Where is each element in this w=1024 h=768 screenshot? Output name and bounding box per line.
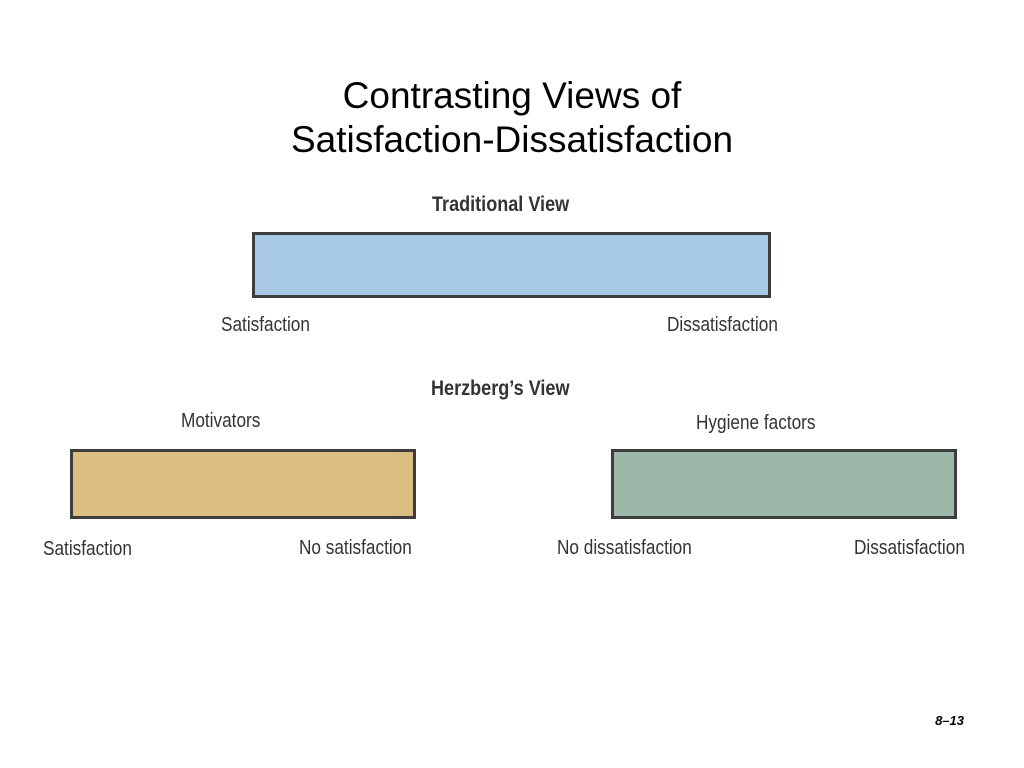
- motivators-no-satisfaction-label: No satisfaction: [299, 537, 412, 559]
- page-number: 8–13: [935, 713, 964, 728]
- motivators-satisfaction-label: Satisfaction: [43, 538, 132, 560]
- title-line-1: Contrasting Views of: [342, 75, 682, 116]
- traditional-view-heading: Traditional View: [432, 193, 570, 216]
- motivators-title: Motivators: [181, 410, 261, 432]
- hygiene-continuum-bar: [611, 449, 957, 519]
- motivators-continuum-bar: [70, 449, 416, 519]
- hygiene-no-dissatisfaction-label: No dissatisfaction: [557, 537, 692, 559]
- traditional-dissatisfaction-label: Dissatisfaction: [667, 314, 778, 336]
- herzberg-view-heading: Herzberg’s View: [431, 377, 570, 400]
- hygiene-factors-title: Hygiene factors: [696, 412, 816, 434]
- traditional-continuum-bar: [252, 232, 771, 298]
- slide-title: Contrasting Views of Satisfaction-Dissat…: [0, 74, 1024, 162]
- hygiene-dissatisfaction-label: Dissatisfaction: [854, 537, 965, 559]
- traditional-satisfaction-label: Satisfaction: [221, 314, 310, 336]
- title-line-2: Satisfaction-Dissatisfaction: [290, 119, 734, 160]
